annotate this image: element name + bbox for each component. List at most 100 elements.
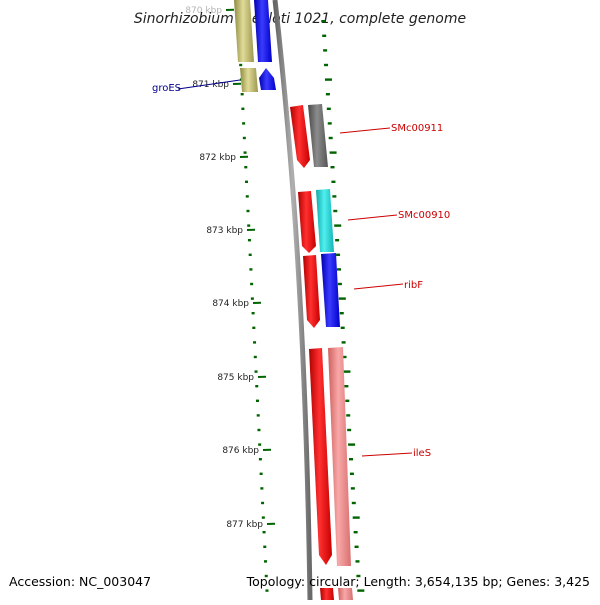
map-title: Sinorhizobium meliloti 1021, complete ge…	[134, 11, 466, 27]
gene-label-SMc00910[interactable]: SMc00910	[398, 210, 450, 221]
coordinate-dot	[323, 49, 327, 51]
coordinate-dot	[260, 473, 263, 475]
coordinate-dot	[252, 327, 255, 329]
kbp-tick-label: 872 kbp	[199, 153, 236, 163]
coordinate-dot	[242, 122, 245, 124]
kbp-tick-label: 875 kbp	[217, 373, 254, 383]
kbp-tick-label: 871 kbp	[192, 80, 229, 90]
coordinate-dot	[338, 283, 342, 285]
coordinate-dot	[336, 254, 340, 256]
gene-label-groES[interactable]: groES	[152, 83, 181, 94]
coordinate-dot	[324, 64, 328, 66]
gene-features	[234, 0, 353, 600]
coordinate-dot	[348, 443, 355, 445]
coordinate-dot	[252, 312, 255, 314]
coordinate-dot	[256, 400, 259, 402]
coordinate-dot	[352, 502, 356, 504]
accession-text: Accession: NC_003047	[9, 574, 151, 589]
gene-label-SMc00911[interactable]: SMc00911	[391, 123, 443, 134]
coordinate-dot	[249, 254, 252, 256]
feature-blue-ribF[interactable]	[321, 253, 340, 327]
coordinate-dot	[337, 268, 341, 270]
coordinate-dot	[329, 137, 333, 139]
coordinate-dot	[262, 516, 265, 518]
kbp-tick-label: 877 kbp	[226, 520, 263, 530]
coordinate-dot	[257, 429, 260, 431]
coordinate-dot	[355, 546, 359, 548]
coordinate-dot	[241, 93, 244, 95]
coordinate-dot	[259, 458, 262, 460]
coordinate-dot	[327, 108, 331, 110]
coordinate-dot	[342, 341, 346, 343]
coordinate-dot	[344, 385, 348, 387]
coordinate-dot	[328, 122, 332, 124]
coordinate-dot	[341, 327, 345, 329]
coordinate-dot	[331, 166, 335, 168]
feature-blue-top[interactable]	[254, 0, 272, 62]
coordinate-dot	[349, 458, 353, 460]
coordinate-dot	[246, 210, 249, 212]
coordinate-dot	[335, 239, 339, 241]
feature-blue-groES[interactable]	[259, 68, 276, 90]
coordinate-dot	[346, 414, 350, 416]
feature-olive-top[interactable]	[234, 0, 254, 62]
feature-pink-bottom[interactable]	[338, 588, 353, 600]
coordinate-dot	[343, 370, 350, 372]
feature-olive-groES[interactable]	[240, 68, 258, 92]
coordinate-dot	[250, 283, 253, 285]
coordinate-dot	[339, 297, 346, 299]
coordinate-dot	[351, 487, 355, 489]
coordinate-dot	[255, 370, 258, 372]
genome-backbone	[275, 0, 310, 600]
coordinate-dot	[247, 224, 250, 226]
leader-SMc00910	[348, 215, 397, 220]
coordinate-dot	[325, 78, 332, 80]
gene-label-ribF[interactable]: ribF	[404, 280, 423, 291]
kbp-tick-label: 874 kbp	[212, 299, 249, 309]
topology-text: Topology: circular; Length: 3,654,135 bp…	[246, 574, 590, 589]
coordinate-dot	[355, 560, 359, 562]
coordinate-dot	[354, 531, 358, 533]
coordinate-dot	[264, 560, 267, 562]
coordinate-dot	[353, 516, 360, 518]
coordinate-dot	[260, 487, 263, 489]
feature-gray-SMc00911[interactable]	[308, 104, 328, 167]
coordinate-dot	[249, 268, 252, 270]
coordinate-dot	[246, 195, 249, 197]
coordinate-dot	[239, 64, 242, 66]
kbp-tick-label: 873 kbp	[206, 226, 243, 236]
coordinate-dot	[330, 151, 337, 153]
coordinate-dot	[263, 531, 266, 533]
coordinate-dot	[255, 385, 258, 387]
coordinate-dot	[245, 181, 248, 183]
coordinate-dot	[257, 414, 260, 416]
feature-red-SMc00911[interactable]	[290, 105, 310, 168]
coordinate-dot	[322, 35, 326, 37]
coordinate-dot	[345, 400, 349, 402]
coordinate-dot	[243, 137, 246, 139]
coordinate-dot	[244, 166, 247, 168]
coordinate-dot	[332, 195, 336, 197]
gene-label-ileS[interactable]: ileS	[413, 448, 431, 459]
coordinate-dot	[347, 429, 351, 431]
feature-red-bottom[interactable]	[320, 588, 334, 600]
feature-cyan-SMc00910[interactable]	[316, 189, 334, 252]
coordinate-dot	[340, 312, 344, 314]
coordinate-dot	[261, 502, 264, 504]
feature-pink-ileS[interactable]	[328, 347, 351, 566]
coordinate-dot	[241, 108, 244, 110]
coordinate-dot	[244, 151, 247, 153]
feature-red-SMc00910[interactable]	[298, 191, 316, 253]
kbp-tick-label: 876 kbp	[222, 446, 259, 456]
feature-red-ileS[interactable]	[309, 348, 332, 565]
coordinate-dot	[357, 589, 364, 591]
coordinate-dot	[326, 93, 330, 95]
feature-red-ribF[interactable]	[303, 255, 320, 328]
coordinate-dot	[253, 341, 256, 343]
leader-SMc00911	[340, 128, 390, 133]
coordinate-dot	[254, 356, 257, 358]
coordinate-dot	[251, 297, 254, 299]
coordinate-dot	[265, 589, 268, 591]
